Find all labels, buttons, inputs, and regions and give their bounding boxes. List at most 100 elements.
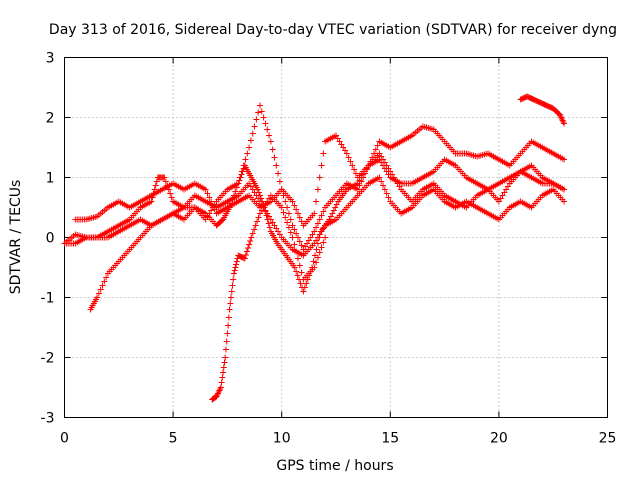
data-point [293, 248, 300, 255]
series-trace-2 [72, 123, 568, 229]
data-point [298, 242, 305, 249]
data-point [249, 230, 256, 237]
data-point [228, 288, 235, 295]
data-point [363, 166, 370, 173]
data-point [293, 230, 300, 237]
data-point [329, 210, 336, 217]
data-point [253, 116, 260, 123]
data-point [95, 290, 102, 297]
data-point [206, 194, 213, 201]
data-point [314, 186, 321, 193]
data-point [168, 194, 175, 201]
data-point [561, 156, 568, 163]
data-point [251, 123, 258, 130]
data-point [255, 214, 262, 221]
y-tick-label: -1 [41, 291, 55, 307]
data-point [258, 108, 265, 115]
data-point [291, 202, 298, 209]
data-point [247, 137, 254, 144]
data-point [322, 234, 329, 241]
data-point [301, 284, 308, 291]
data-point [294, 272, 301, 279]
data-point [245, 245, 252, 251]
data-point [242, 156, 249, 163]
data-point [244, 150, 251, 157]
data-point [296, 214, 303, 221]
data-point [381, 186, 388, 193]
data-point [226, 306, 233, 313]
y-tick-label: 0 [46, 231, 55, 247]
data-point [101, 278, 108, 285]
data-point [249, 130, 256, 137]
y-tick-label: 1 [46, 171, 55, 187]
x-tick-label: 5 [169, 431, 178, 447]
data-marks [61, 93, 568, 403]
data-point [246, 144, 253, 151]
data-point [380, 182, 387, 189]
data-point [232, 264, 239, 271]
data-point [303, 280, 310, 287]
data-point [276, 178, 283, 185]
data-point [217, 384, 224, 391]
data-point [233, 261, 240, 268]
x-axis-label: GPS time / hours [276, 458, 393, 474]
data-point [247, 238, 254, 244]
data-point [243, 248, 250, 255]
data-point [278, 186, 285, 193]
y-tick-label: -3 [41, 411, 55, 427]
data-point [152, 182, 159, 189]
data-point [280, 209, 287, 216]
data-point [293, 206, 300, 213]
data-point [354, 186, 361, 193]
data-point [291, 264, 298, 271]
data-point [162, 178, 169, 185]
chart-title: Day 313 of 2016, Sidereal Day-to-day VTE… [49, 22, 617, 38]
data-point [202, 186, 209, 193]
data-point [313, 259, 320, 266]
data-point [314, 220, 321, 227]
data-point [225, 322, 232, 329]
data-point [264, 126, 271, 133]
data-point [265, 220, 272, 227]
data-point [220, 369, 227, 376]
data-point [561, 120, 568, 127]
x-tick-label: 20 [490, 431, 508, 447]
data-point [273, 162, 280, 169]
data-point [269, 146, 276, 153]
data-point [285, 210, 292, 217]
data-point [242, 252, 249, 258]
data-point [103, 274, 110, 281]
x-tick-label: 0 [60, 431, 69, 447]
data-point [313, 246, 320, 253]
data-point [219, 374, 226, 381]
data-point [220, 364, 227, 371]
data-point [238, 168, 245, 175]
data-point [256, 102, 263, 109]
data-point [223, 338, 230, 345]
data-point [167, 190, 174, 197]
data-point [231, 267, 238, 274]
data-point [311, 228, 318, 235]
data-point [376, 174, 383, 181]
data-point [221, 359, 228, 366]
data-point [153, 178, 160, 185]
data-point [230, 270, 237, 277]
data-point [351, 166, 358, 173]
data-point [294, 234, 301, 241]
data-point [297, 280, 304, 287]
data-point [282, 214, 289, 221]
data-point [352, 170, 359, 177]
x-tick-label: 25 [599, 431, 617, 447]
data-point [260, 114, 267, 121]
data-point [330, 207, 337, 214]
data-point [293, 268, 300, 275]
data-point [246, 241, 253, 248]
data-point [316, 216, 323, 223]
data-point [318, 212, 325, 219]
data-point [161, 174, 168, 181]
data-point [275, 170, 282, 177]
data-point [371, 150, 378, 157]
data-point [358, 178, 365, 185]
y-tick-label: 2 [46, 111, 55, 127]
